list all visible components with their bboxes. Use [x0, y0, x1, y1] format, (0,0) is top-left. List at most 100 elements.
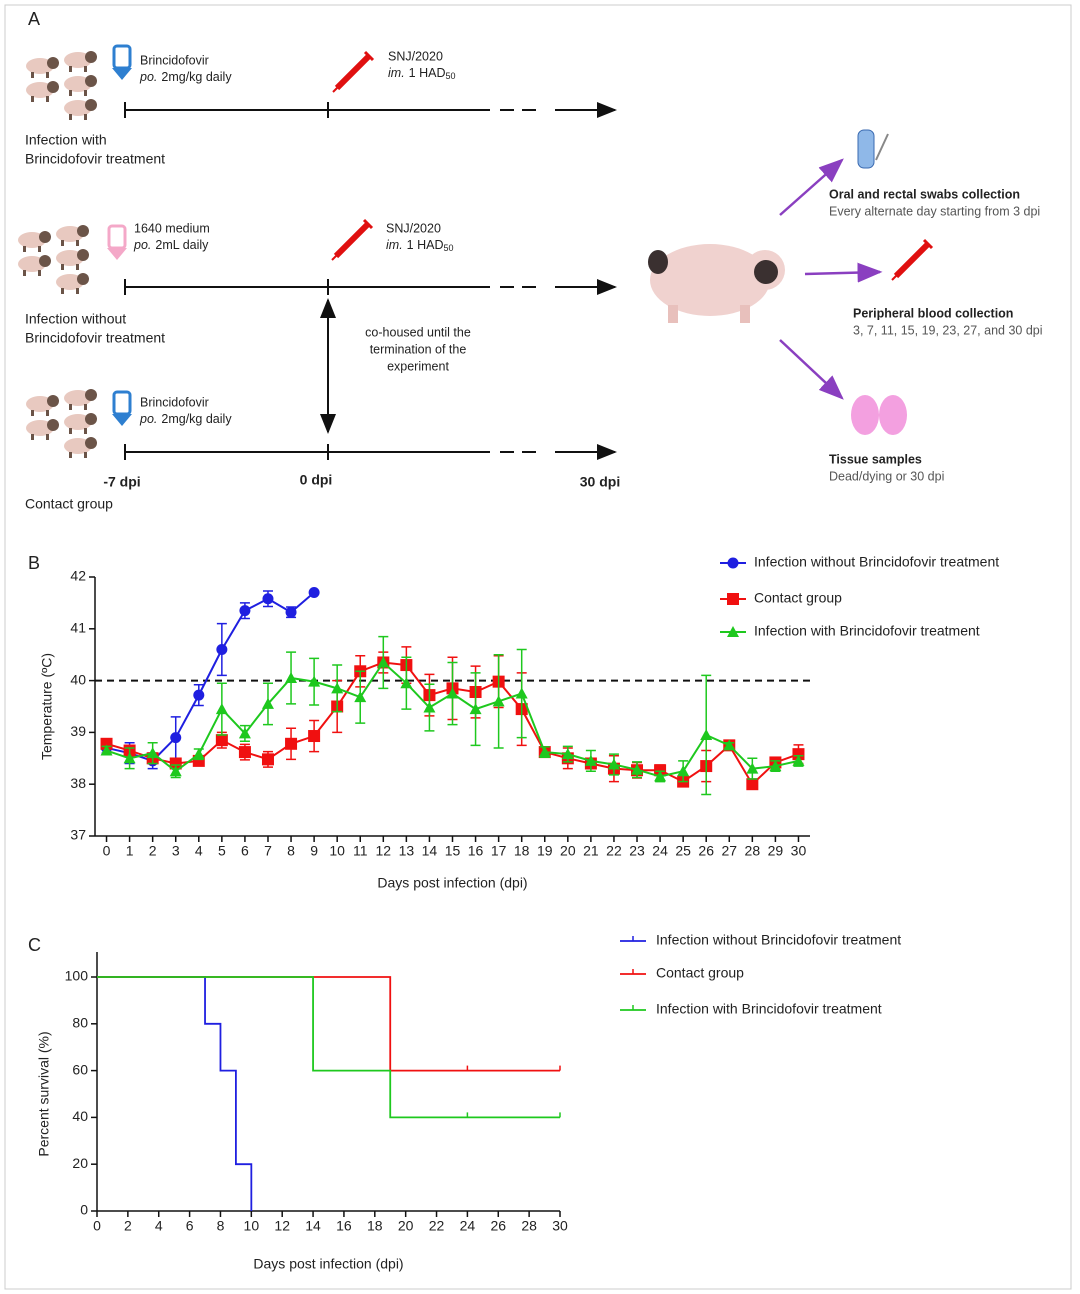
x-tick-label: 18: [514, 843, 530, 859]
point: [261, 753, 274, 766]
pig-herd: [26, 51, 97, 120]
y-tick-label: 41: [70, 620, 86, 636]
drug: Brincidofovir: [140, 395, 209, 409]
point: [654, 764, 667, 777]
y-tick-label: 60: [72, 1061, 88, 1077]
panel-label: C: [28, 935, 41, 955]
y-tick-label: 40: [72, 1108, 88, 1124]
point: [215, 734, 228, 747]
x-tick-label: 22: [606, 843, 622, 859]
y-tick-label: 37: [70, 827, 86, 843]
x-tick-label: 4: [155, 1218, 163, 1234]
x-tick-label: 8: [287, 843, 295, 859]
x-tick-label: 20: [398, 1218, 414, 1234]
point: [285, 672, 298, 684]
x-tick-label: 27: [721, 843, 737, 859]
cohoused: experiment: [387, 359, 449, 373]
x-tick-label: 25: [675, 843, 691, 859]
point: [446, 687, 459, 699]
point: [561, 748, 574, 760]
x-tick-label: 10: [329, 843, 345, 859]
x-tick-label: 20: [560, 843, 576, 859]
point: [492, 695, 505, 707]
point: [538, 746, 551, 758]
y-tick-label: 42: [70, 568, 86, 584]
group-name: Infection without: [25, 311, 126, 327]
legend-label: Contact group: [656, 965, 744, 981]
x-tick-label: 9: [310, 843, 318, 859]
x-tick-label: 26: [698, 843, 714, 859]
x-tick-label: 30: [791, 843, 807, 859]
series-line: [106, 591, 315, 763]
timepoint: -7 dpi: [103, 474, 140, 490]
x-tick-label: 11: [353, 843, 368, 859]
point: [262, 593, 274, 605]
syringe-icon: [333, 52, 373, 92]
x-tick-label: 2: [124, 1218, 132, 1234]
group-name: Brincidofovir treatment: [25, 330, 165, 346]
syringe-icon: [892, 240, 932, 280]
cohoused: termination of the: [370, 342, 467, 356]
point: [170, 732, 182, 744]
point: [192, 748, 205, 760]
point: [423, 701, 436, 713]
point: [123, 752, 136, 764]
y-tick-label: 40: [70, 671, 86, 687]
point: [746, 778, 759, 791]
point: [239, 605, 251, 617]
x-tick-label: 28: [521, 1218, 537, 1234]
legend-label: Infection without Brincidofovir treatmen…: [656, 932, 901, 948]
y-axis-label: Temperature (ºC): [39, 653, 55, 760]
survival-line: [97, 976, 253, 1211]
point: [285, 737, 298, 750]
drug: Brincidofovir: [140, 53, 209, 67]
group-name: Contact group: [25, 496, 113, 512]
point: [769, 760, 782, 772]
point: [169, 757, 182, 770]
cohoused: co-housed until the: [365, 325, 471, 339]
x-tick-label: 28: [745, 843, 761, 859]
point: [169, 765, 182, 777]
legend-label: Infection without Brincidofovir treatmen…: [754, 554, 999, 570]
point: [746, 762, 759, 774]
point: [515, 687, 528, 699]
dose: po. 2mL daily: [133, 238, 209, 252]
panel-label: B: [28, 553, 40, 573]
drug-icon: [110, 390, 134, 428]
point: [193, 689, 205, 701]
point: [215, 703, 228, 715]
sample-title: Tissue samples: [829, 452, 922, 466]
drug: 1640 medium: [134, 221, 210, 235]
y-tick-label: 80: [72, 1015, 88, 1031]
x-tick-label: 8: [217, 1218, 225, 1234]
dose: po. 2mg/kg daily: [139, 412, 232, 426]
point: [100, 744, 113, 756]
virus: SNJ/2020: [386, 221, 441, 235]
point: [792, 754, 805, 766]
x-tick-label: 12: [376, 843, 392, 859]
legend-label: Infection with Brincidofovir treatment: [754, 623, 980, 639]
y-tick-label: 20: [72, 1155, 88, 1171]
x-tick-label: 0: [93, 1218, 101, 1234]
point: [727, 557, 739, 569]
group-name: Brincidofovir treatment: [25, 151, 165, 167]
x-tick-label: 0: [103, 843, 111, 859]
point: [238, 746, 251, 759]
point: [727, 593, 739, 605]
point: [216, 644, 228, 656]
x-tick-label: 13: [399, 843, 415, 859]
x-tick-label: 4: [195, 843, 203, 859]
virus: SNJ/2020: [388, 49, 443, 63]
point: [308, 730, 321, 743]
x-tick-label: 3: [172, 843, 180, 859]
point: [331, 682, 344, 694]
big-pig: [648, 244, 785, 323]
x-tick-label: 12: [274, 1218, 290, 1234]
x-tick-label: 15: [445, 843, 461, 859]
sample-detail: Every alternate day starting from 3 dpi: [829, 204, 1040, 218]
point: [377, 656, 390, 668]
legend-label: Infection with Brincidofovir treatment: [656, 1001, 882, 1017]
timepoint: 30 dpi: [580, 474, 620, 490]
point: [677, 765, 690, 777]
point: [584, 754, 597, 766]
